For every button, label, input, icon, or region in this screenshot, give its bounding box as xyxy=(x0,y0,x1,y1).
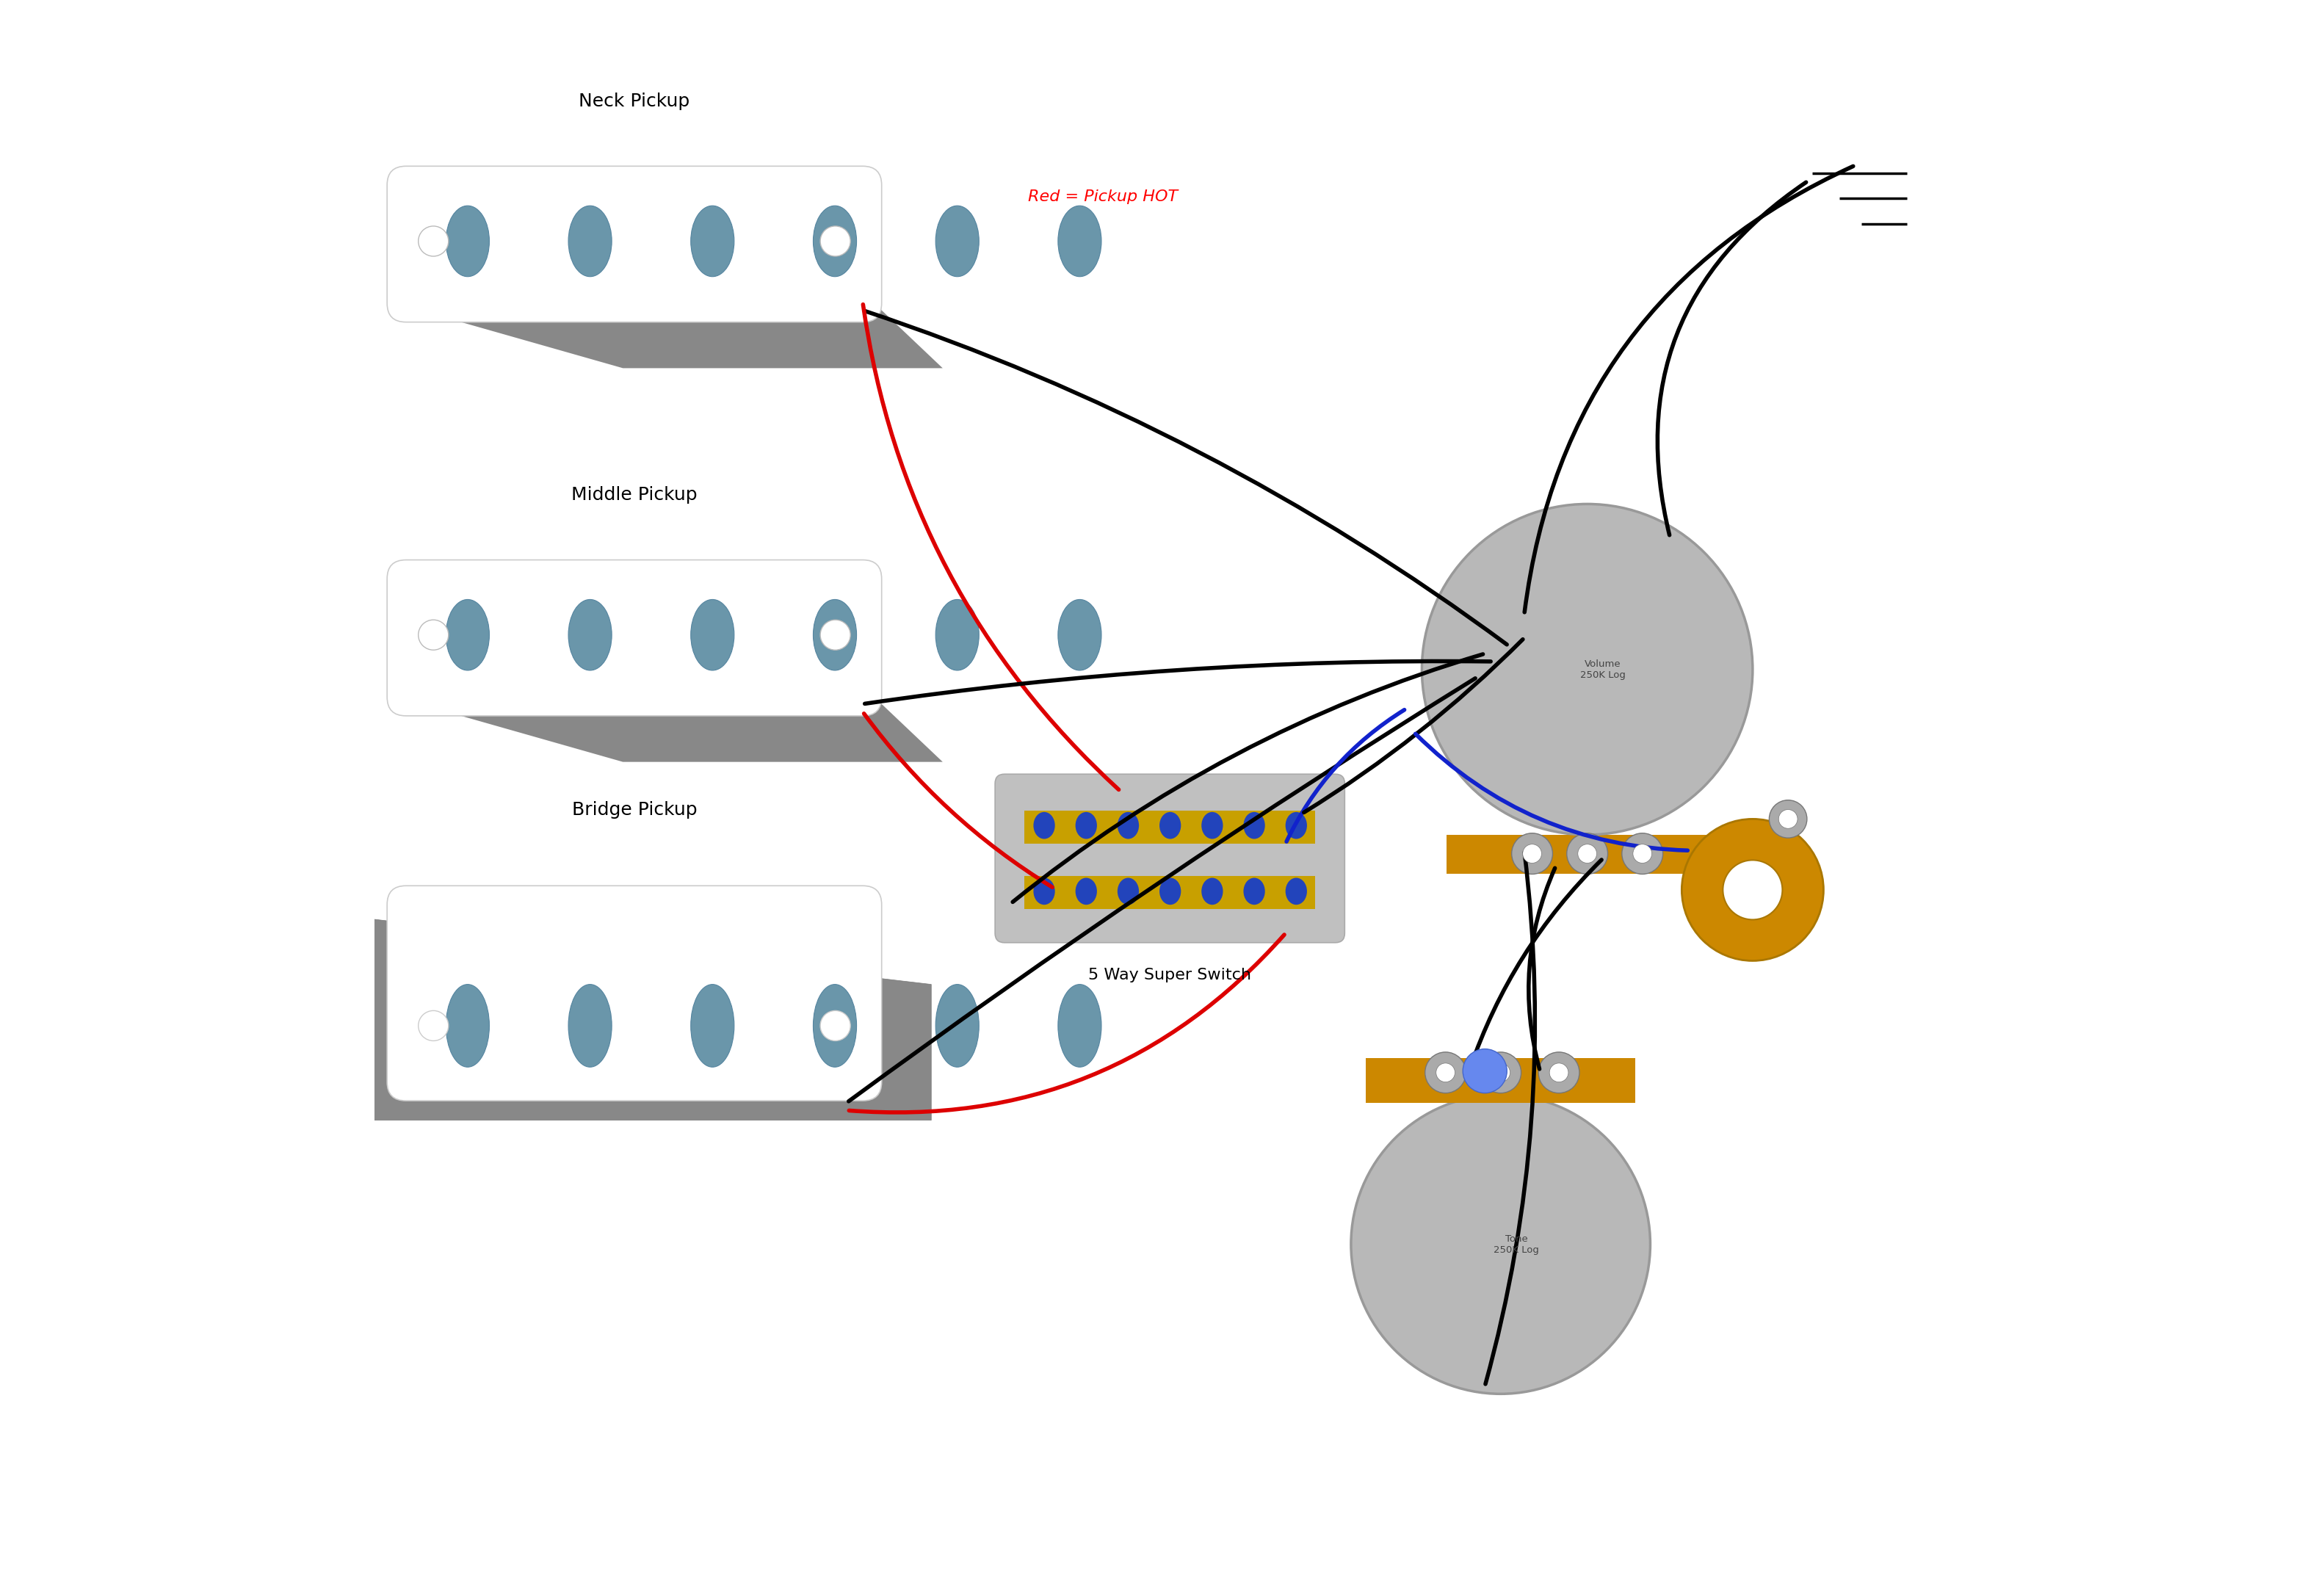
Text: Volume
250K Log: Volume 250K Log xyxy=(1580,658,1627,680)
Circle shape xyxy=(1511,833,1552,874)
Polygon shape xyxy=(395,696,944,762)
FancyBboxPatch shape xyxy=(388,561,881,715)
Ellipse shape xyxy=(1118,813,1139,839)
Ellipse shape xyxy=(1057,600,1102,671)
Ellipse shape xyxy=(937,206,978,277)
Polygon shape xyxy=(395,302,944,369)
Ellipse shape xyxy=(813,984,858,1068)
Ellipse shape xyxy=(1057,984,1102,1068)
Ellipse shape xyxy=(569,600,611,671)
Circle shape xyxy=(1722,860,1783,920)
FancyBboxPatch shape xyxy=(388,885,881,1101)
Text: Neck Pickup: Neck Pickup xyxy=(579,93,690,110)
Circle shape xyxy=(418,621,449,650)
Circle shape xyxy=(1566,833,1608,874)
Ellipse shape xyxy=(690,984,734,1068)
Text: Bridge Pickup: Bridge Pickup xyxy=(572,802,697,819)
Ellipse shape xyxy=(1243,813,1264,839)
Circle shape xyxy=(820,621,851,650)
Circle shape xyxy=(1492,1063,1511,1082)
Circle shape xyxy=(1622,833,1664,874)
Ellipse shape xyxy=(813,600,858,671)
Text: Tone
250K Log: Tone 250K Log xyxy=(1494,1233,1538,1255)
Circle shape xyxy=(1778,810,1796,828)
FancyBboxPatch shape xyxy=(1446,835,1727,874)
Ellipse shape xyxy=(1160,877,1181,904)
FancyBboxPatch shape xyxy=(995,773,1346,942)
Circle shape xyxy=(1480,1052,1522,1093)
Ellipse shape xyxy=(1076,813,1097,839)
Ellipse shape xyxy=(937,984,978,1068)
Circle shape xyxy=(1425,1052,1466,1093)
Circle shape xyxy=(418,227,449,257)
Ellipse shape xyxy=(446,984,490,1068)
Ellipse shape xyxy=(1243,877,1264,904)
Circle shape xyxy=(1683,819,1824,961)
Ellipse shape xyxy=(1285,877,1306,904)
Circle shape xyxy=(418,1011,449,1041)
Ellipse shape xyxy=(1034,813,1055,839)
Circle shape xyxy=(1769,800,1808,838)
Circle shape xyxy=(1578,844,1597,863)
Text: 5 Way Super Switch: 5 Way Super Switch xyxy=(1088,967,1250,983)
Circle shape xyxy=(1462,1049,1506,1093)
Circle shape xyxy=(1550,1063,1569,1082)
Ellipse shape xyxy=(1202,813,1222,839)
Circle shape xyxy=(1634,844,1652,863)
Text: Red = Pickup HOT: Red = Pickup HOT xyxy=(1027,189,1178,205)
FancyBboxPatch shape xyxy=(1025,811,1315,844)
Ellipse shape xyxy=(569,206,611,277)
Ellipse shape xyxy=(1160,813,1181,839)
Polygon shape xyxy=(223,901,932,1120)
Ellipse shape xyxy=(1202,877,1222,904)
FancyBboxPatch shape xyxy=(388,167,881,323)
Ellipse shape xyxy=(446,600,490,671)
Ellipse shape xyxy=(446,206,490,277)
Circle shape xyxy=(1350,1095,1650,1394)
Circle shape xyxy=(820,1011,851,1041)
Ellipse shape xyxy=(1118,877,1139,904)
Circle shape xyxy=(1538,1052,1580,1093)
Circle shape xyxy=(1436,1063,1455,1082)
Circle shape xyxy=(820,227,851,257)
Circle shape xyxy=(1422,504,1752,835)
Ellipse shape xyxy=(813,206,858,277)
Ellipse shape xyxy=(690,206,734,277)
Ellipse shape xyxy=(1034,877,1055,904)
Circle shape xyxy=(1522,844,1541,863)
Ellipse shape xyxy=(1057,206,1102,277)
FancyBboxPatch shape xyxy=(1367,1058,1636,1102)
Ellipse shape xyxy=(569,984,611,1068)
Ellipse shape xyxy=(937,600,978,671)
FancyBboxPatch shape xyxy=(1025,876,1315,909)
Ellipse shape xyxy=(690,600,734,671)
Text: Middle Pickup: Middle Pickup xyxy=(572,487,697,504)
Ellipse shape xyxy=(1285,813,1306,839)
Circle shape xyxy=(279,1049,304,1074)
Ellipse shape xyxy=(1076,877,1097,904)
